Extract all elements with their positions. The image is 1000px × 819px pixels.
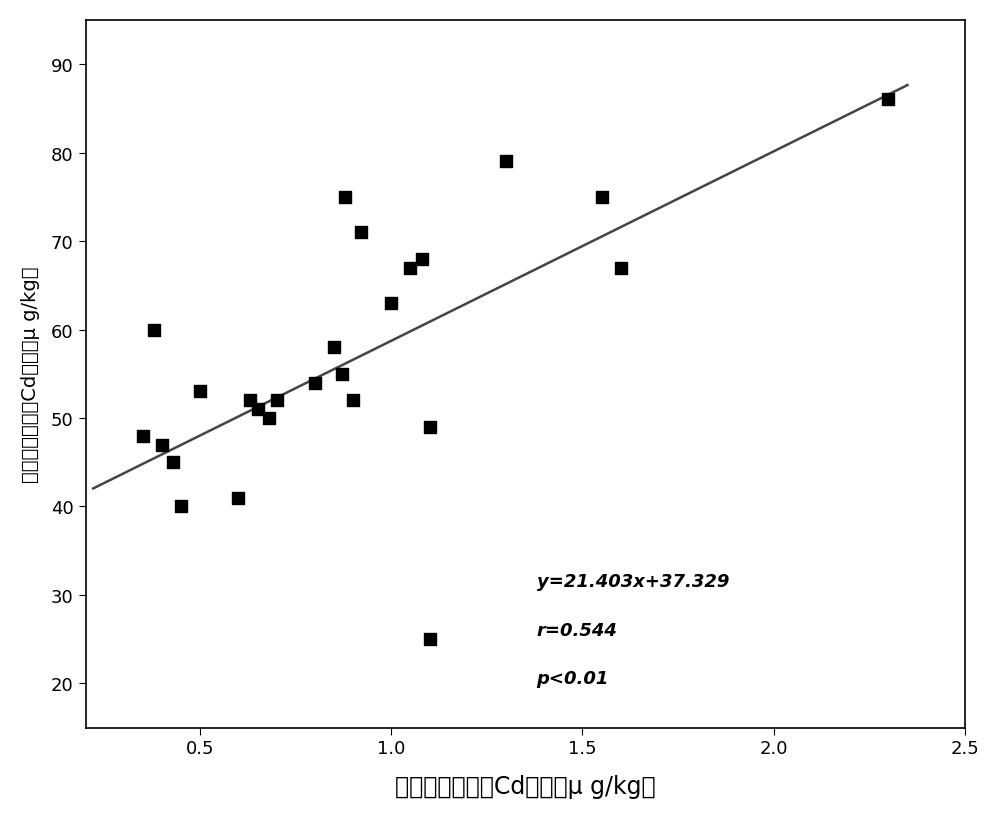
Point: [402, 262, 418, 275]
Point: [261, 412, 277, 425]
Point: [498, 156, 514, 169]
Point: [334, 368, 350, 381]
Text: p<0.01: p<0.01: [537, 670, 609, 688]
Point: [422, 421, 438, 434]
Point: [414, 253, 430, 266]
Point: [422, 633, 438, 646]
Point: [613, 262, 629, 275]
Point: [345, 394, 361, 407]
Text: y=21.403x+37.329: y=21.403x+37.329: [537, 572, 729, 590]
Point: [307, 377, 323, 390]
Point: [269, 394, 285, 407]
Point: [242, 394, 258, 407]
Point: [146, 324, 162, 337]
Point: [880, 94, 896, 107]
Point: [230, 491, 246, 505]
Y-axis label: 成熟期小麦禽粒Cd含量（μ g/kg）: 成熟期小麦禽粒Cd含量（μ g/kg）: [21, 266, 40, 482]
Point: [326, 342, 342, 355]
Text: r=0.544: r=0.544: [537, 621, 617, 639]
Point: [250, 403, 266, 416]
X-axis label: 成熟期根际土壤Cd含量（μ g/kg）: 成熟期根际土壤Cd含量（μ g/kg）: [395, 774, 655, 799]
Point: [353, 226, 369, 239]
Point: [154, 438, 170, 451]
Point: [383, 297, 399, 310]
Point: [165, 456, 181, 469]
Point: [594, 191, 610, 204]
Point: [173, 500, 189, 514]
Point: [337, 191, 353, 204]
Point: [135, 430, 151, 443]
Point: [192, 386, 208, 399]
